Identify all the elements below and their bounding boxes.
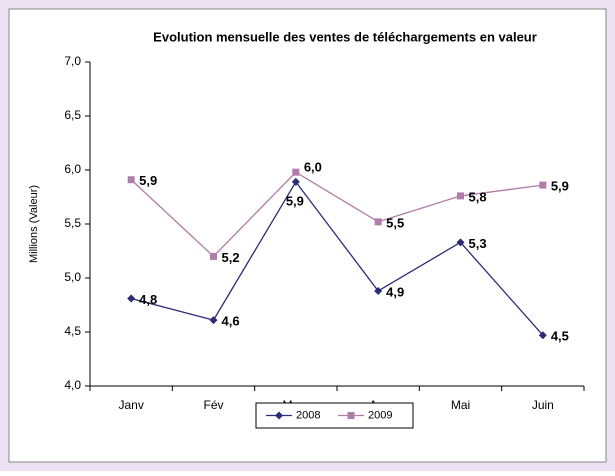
point [374, 286, 383, 295]
chart-area [8, 8, 607, 463]
value-label: 4,6 [222, 314, 240, 329]
x-tick-label: Juin [532, 398, 554, 412]
value-label: 4,5 [551, 329, 569, 344]
value-label: 5,3 [469, 236, 487, 251]
y-tick-label: 6,5 [64, 108, 81, 122]
x-tick-label: Janv [118, 398, 143, 412]
y-tick-label: 5,5 [64, 216, 81, 230]
y-tick-label: 7,0 [64, 54, 81, 68]
y-tick-label: 6,0 [64, 162, 81, 176]
value-label: 5,9 [286, 193, 304, 208]
x-tick-label: Fév [203, 398, 223, 412]
point [539, 181, 547, 189]
point [456, 238, 465, 247]
point [127, 176, 135, 184]
y-tick-label: 4,0 [64, 378, 81, 392]
point [457, 192, 464, 200]
chart-title: Evolution mensuelle des ventes de téléch… [153, 29, 537, 44]
value-label: 4,8 [139, 292, 157, 307]
value-label: 5,5 [386, 215, 404, 230]
legend-label: 2008 [296, 409, 320, 421]
point [292, 168, 300, 176]
series-line [130, 171, 543, 258]
value-label: 5,2 [222, 250, 240, 265]
point [210, 252, 217, 260]
value-label: 4,9 [386, 284, 404, 299]
value-label: 6,0 [304, 160, 322, 175]
y-axis-label: Millions (Valeur) [28, 185, 40, 263]
value-label: 5,9 [139, 173, 157, 188]
point [347, 412, 355, 419]
y-tick-label: 4,5 [64, 324, 81, 338]
point [209, 316, 218, 325]
value-label: 5,9 [551, 179, 569, 194]
legend-label: 2009 [368, 409, 392, 421]
point [374, 218, 382, 226]
point [291, 177, 300, 186]
x-tick-label: Mai [451, 398, 470, 412]
series-line [131, 180, 544, 336]
point [127, 294, 136, 303]
value-label: 5,8 [469, 189, 487, 204]
point [275, 411, 283, 420]
y-tick-label: 5,0 [64, 270, 81, 284]
point [538, 331, 547, 340]
